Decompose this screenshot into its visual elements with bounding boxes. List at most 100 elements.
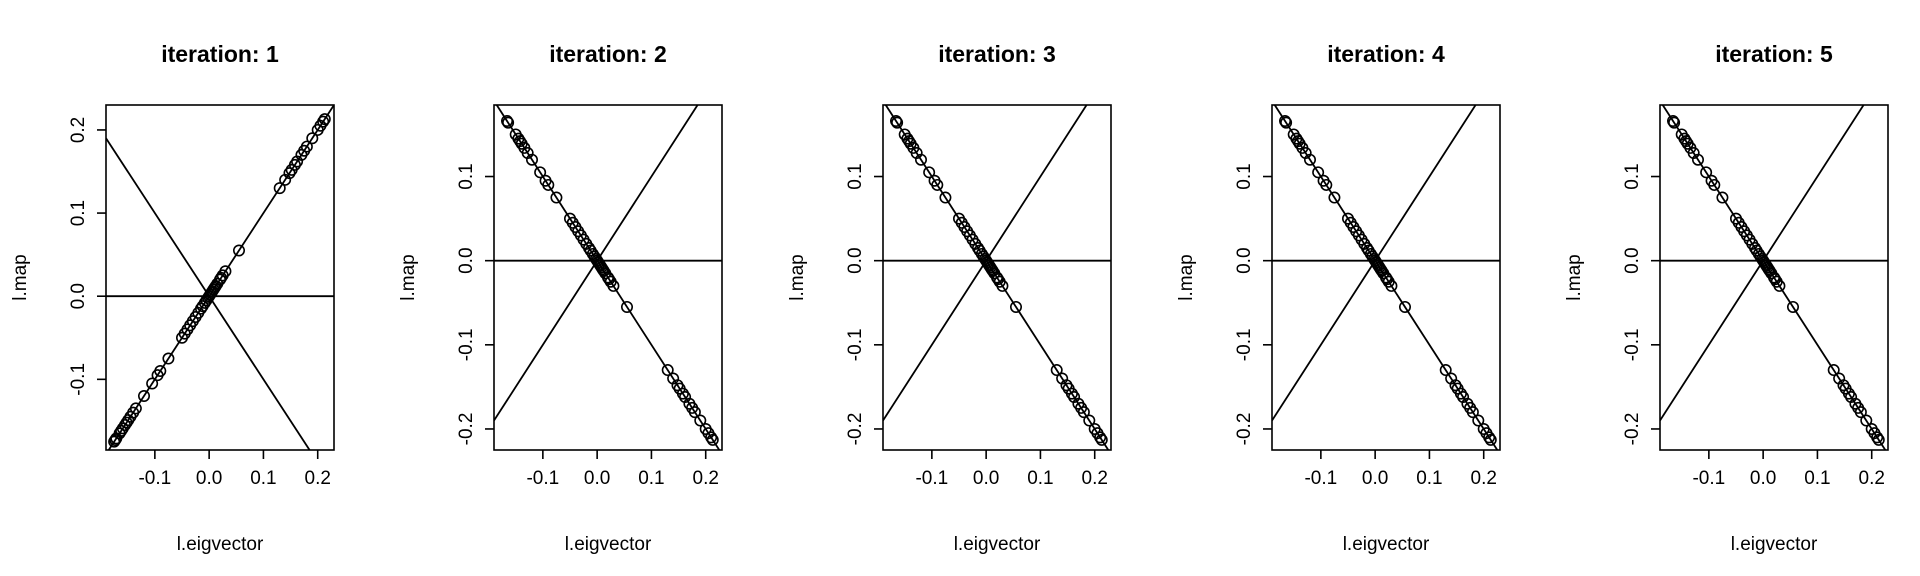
data-point bbox=[1361, 242, 1374, 255]
x-tick-label: 0.0 bbox=[973, 468, 999, 489]
y-tick-label: -0.2 bbox=[1622, 413, 1643, 446]
y-axis-label: l.map bbox=[1176, 254, 1197, 300]
data-point bbox=[129, 402, 142, 415]
x-tick-label: -0.1 bbox=[915, 468, 948, 489]
y-tick-label: -0.2 bbox=[456, 413, 477, 446]
data-point bbox=[1827, 364, 1840, 377]
data-point bbox=[1077, 406, 1090, 419]
x-axis-label: l.eigvector bbox=[1731, 534, 1818, 555]
y-tick-label: 0.1 bbox=[68, 200, 89, 226]
data-point bbox=[273, 182, 286, 195]
x-tick-label: 0.2 bbox=[1859, 468, 1885, 489]
panel-3: iteration: 3 -0.1 0.0 0.1 0.2 -0.2 -0.1 0.0 0.1 l… bbox=[787, 41, 1112, 555]
x-tick-label: 0.2 bbox=[1471, 468, 1497, 489]
data-point bbox=[971, 242, 984, 255]
data-point bbox=[138, 389, 151, 402]
plot-frame bbox=[493, 104, 723, 451]
y-tick-label: -0.1 bbox=[1622, 328, 1643, 361]
y-axis-label: l.map bbox=[787, 254, 808, 300]
x-axis-label: l.eigvector bbox=[1343, 534, 1430, 555]
data-point bbox=[317, 115, 330, 128]
y-tick-label: -0.1 bbox=[845, 328, 866, 361]
x-tick-label: 0.1 bbox=[250, 468, 276, 489]
plot-frame bbox=[882, 104, 1112, 451]
data-point bbox=[300, 140, 313, 153]
panel-title: iteration: 2 bbox=[549, 41, 667, 67]
data-point bbox=[1050, 364, 1063, 377]
data-point bbox=[1328, 191, 1341, 204]
y-tick-label: -0.2 bbox=[1234, 413, 1255, 446]
data-point bbox=[1871, 431, 1884, 444]
data-point bbox=[146, 377, 159, 390]
data-point bbox=[1708, 178, 1721, 191]
data-point bbox=[1749, 242, 1762, 255]
data-point bbox=[923, 166, 936, 179]
points bbox=[108, 113, 331, 448]
data-point bbox=[1700, 166, 1713, 179]
y-tick-label: 0.2 bbox=[68, 117, 89, 143]
data-point bbox=[154, 365, 167, 378]
x-tick-label: 0.2 bbox=[693, 468, 719, 489]
data-point bbox=[914, 153, 927, 166]
points bbox=[890, 114, 1108, 446]
y-tick-label: 0.0 bbox=[1622, 247, 1643, 273]
x-tick-label: 0.1 bbox=[1416, 468, 1442, 489]
points bbox=[1279, 114, 1497, 446]
data-point bbox=[661, 364, 674, 377]
panel-4: iteration: 4 -0.1 0.0 0.1 0.2 -0.2 -0.1 0.0 0.1 l… bbox=[1176, 41, 1501, 555]
data-point bbox=[1312, 166, 1325, 179]
data-point bbox=[1439, 364, 1452, 377]
data-point bbox=[688, 406, 701, 419]
panel-1: iteration: 1 -0.1 0.0 0.1 0.2 -0.1 0.0 0.1 0.2 l.… bbox=[10, 41, 335, 555]
data-point bbox=[1280, 116, 1293, 129]
data-point bbox=[607, 279, 620, 292]
data-point bbox=[233, 244, 246, 257]
y-axis-label: l.map bbox=[398, 254, 419, 300]
x-tick-label: -0.1 bbox=[1692, 468, 1725, 489]
x-tick-label: 0.2 bbox=[1082, 468, 1108, 489]
data-point bbox=[582, 242, 595, 255]
data-point bbox=[705, 431, 718, 444]
x-tick-label: -0.1 bbox=[138, 468, 171, 489]
data-point bbox=[939, 191, 952, 204]
data-point bbox=[318, 113, 331, 126]
data-point bbox=[1773, 279, 1786, 292]
points bbox=[501, 114, 719, 446]
x-tick-label: 0.0 bbox=[584, 468, 610, 489]
data-point bbox=[550, 191, 563, 204]
x-tick-label: -0.1 bbox=[1304, 468, 1337, 489]
y-tick-label: -0.1 bbox=[456, 328, 477, 361]
data-point bbox=[219, 265, 232, 278]
data-point bbox=[1320, 178, 1333, 191]
plot-frame bbox=[1659, 104, 1889, 451]
data-point bbox=[542, 178, 555, 191]
y-tick-label: -0.1 bbox=[1234, 328, 1255, 361]
data-point bbox=[1009, 300, 1022, 313]
y-tick-label: 0.1 bbox=[845, 163, 866, 189]
x-axis-label: l.eigvector bbox=[954, 534, 1041, 555]
y-tick-label: -0.1 bbox=[68, 363, 89, 396]
data-point bbox=[1483, 431, 1496, 444]
data-point bbox=[996, 279, 1009, 292]
x-tick-label: 0.2 bbox=[305, 468, 331, 489]
data-point bbox=[306, 132, 319, 145]
plot-frame bbox=[1271, 104, 1501, 451]
x-tick-label: 0.0 bbox=[1362, 468, 1388, 489]
x-axis-label: l.eigvector bbox=[565, 534, 652, 555]
y-tick-label: 0.0 bbox=[1234, 247, 1255, 273]
y-tick-label: 0.0 bbox=[845, 247, 866, 273]
y-tick-label: 0.1 bbox=[1234, 163, 1255, 189]
data-point bbox=[1095, 433, 1108, 446]
data-point bbox=[1854, 406, 1867, 419]
x-tick-label: 0.1 bbox=[1804, 468, 1830, 489]
data-point bbox=[1304, 153, 1317, 166]
panel-title: iteration: 3 bbox=[938, 41, 1056, 67]
data-point bbox=[1692, 153, 1705, 166]
y-axis-label: l.map bbox=[10, 254, 31, 300]
data-point bbox=[1094, 431, 1107, 444]
data-point bbox=[1385, 279, 1398, 292]
y-tick-label: -0.2 bbox=[845, 413, 866, 446]
plot-frame bbox=[105, 104, 335, 451]
data-point bbox=[1399, 300, 1412, 313]
data-point bbox=[1083, 414, 1096, 427]
